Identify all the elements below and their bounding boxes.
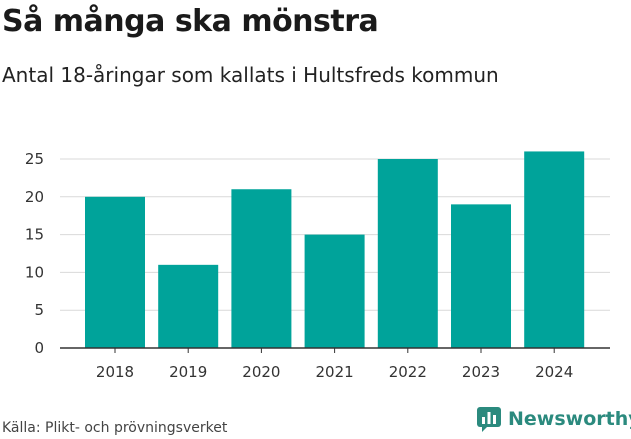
y-tick-label: 15 [25, 226, 44, 244]
bar-2019 [158, 264, 219, 348]
y-tick-label: 5 [34, 301, 44, 319]
x-tick-label: 2018 [96, 363, 134, 381]
x-tick-label: 2023 [462, 363, 500, 381]
newsworthy-logo-icon [477, 407, 501, 432]
source-note: Källa: Plikt- och prövningsverket [2, 420, 228, 436]
x-tick-label: 2021 [316, 363, 354, 381]
chart-subtitle: Antal 18-åringar som kallats i Hultsfred… [2, 63, 499, 87]
bar-2021 [304, 234, 365, 348]
y-tick-label: 10 [25, 263, 44, 281]
x-tick-label: 2024 [535, 363, 573, 381]
bar-2024 [524, 151, 585, 348]
brand-logo: Newsworthy [476, 406, 631, 432]
bar-2022 [377, 159, 438, 348]
bar-2020 [231, 189, 292, 348]
bar-2018 [85, 196, 145, 348]
x-tick-label: 2019 [169, 363, 207, 381]
bar-chart: 0 5 10 15 20 25 2018 2019 2020 2021 2022 2023 2024 [25, 150, 610, 381]
y-tick-label: 25 [25, 150, 44, 168]
x-tick-label: 2022 [389, 363, 427, 381]
chart-title: Så många ska mönstra [2, 4, 379, 39]
x-tick-label: 2020 [242, 363, 280, 381]
y-tick-label: 0 [34, 339, 44, 357]
bar-2023 [451, 204, 511, 348]
y-tick-label: 20 [25, 188, 44, 206]
brand-name: Newsworthy [508, 408, 631, 430]
